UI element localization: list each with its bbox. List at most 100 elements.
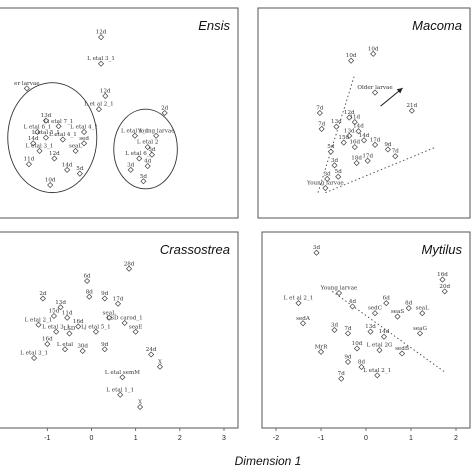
data-point bbox=[53, 328, 60, 335]
point-label: 7d bbox=[338, 371, 346, 377]
point-label: 21d bbox=[406, 103, 417, 109]
data-point bbox=[35, 321, 42, 328]
data-point bbox=[121, 319, 128, 327]
data-point bbox=[25, 161, 33, 168]
point-label: 9d bbox=[101, 291, 109, 297]
point-label: 18d bbox=[351, 156, 362, 162]
data-point bbox=[97, 60, 105, 67]
data-point bbox=[66, 330, 73, 337]
point-label: 12d bbox=[96, 30, 107, 36]
data-point bbox=[75, 323, 82, 330]
data-point bbox=[324, 175, 331, 183]
data-point bbox=[355, 128, 362, 135]
point-label: 9d bbox=[101, 342, 109, 348]
point-label: 5d bbox=[76, 166, 84, 172]
data-point bbox=[72, 147, 79, 154]
point-label: L etal 3_1 bbox=[42, 324, 70, 330]
data-point bbox=[338, 375, 345, 382]
data-point bbox=[23, 85, 30, 92]
point-label: L etal semM bbox=[105, 370, 140, 376]
data-point bbox=[322, 185, 329, 192]
point-label: 8d bbox=[86, 289, 94, 295]
data-point bbox=[148, 151, 155, 158]
point-label: 3d bbox=[324, 171, 332, 177]
data-point bbox=[367, 328, 374, 335]
point-label: 9d bbox=[384, 142, 392, 148]
point-label: 16d bbox=[437, 272, 448, 278]
point-label: seaS bbox=[391, 309, 405, 315]
data-point bbox=[119, 374, 126, 381]
point-label: 8d bbox=[358, 359, 366, 365]
point-label: 10d bbox=[45, 178, 56, 184]
point-label: 12d bbox=[49, 151, 60, 157]
point-label: seaE bbox=[129, 324, 143, 330]
point-label: 13d bbox=[344, 128, 355, 134]
data-point bbox=[131, 132, 139, 139]
point-label: L etal 1_1 bbox=[106, 387, 134, 393]
data-point bbox=[136, 155, 143, 162]
panel-title: Ensis bbox=[198, 18, 230, 33]
data-point bbox=[419, 310, 426, 317]
point-label: 13d bbox=[365, 324, 376, 330]
panel-title: Mytilus bbox=[422, 242, 463, 257]
point-label: L et al 2_1 bbox=[84, 102, 114, 108]
data-point bbox=[101, 295, 108, 302]
point-label: 7d bbox=[344, 326, 352, 332]
panel-title: Crassostrea bbox=[160, 242, 230, 257]
point-label: 16d bbox=[73, 319, 84, 325]
point-label: L etal 2_1 bbox=[363, 368, 391, 374]
data-point bbox=[331, 326, 338, 334]
data-point bbox=[51, 155, 58, 162]
data-point bbox=[76, 170, 83, 177]
point-label: 17d bbox=[370, 137, 381, 143]
data-point bbox=[360, 137, 368, 144]
point-label: L etal 4_1 bbox=[70, 124, 98, 130]
data-point bbox=[106, 314, 113, 321]
point-label: 5d bbox=[148, 147, 156, 153]
point-label: 14d bbox=[379, 329, 390, 335]
point-label: L etal 6_1 bbox=[24, 124, 52, 130]
data-point bbox=[161, 109, 168, 117]
data-point bbox=[340, 139, 347, 146]
point-label: sed bbox=[79, 136, 89, 142]
point-label: 2d bbox=[161, 106, 169, 112]
point-label: 14d bbox=[359, 133, 370, 139]
data-point bbox=[353, 345, 361, 352]
data-point bbox=[30, 140, 37, 147]
point-label: L etal 2 bbox=[137, 140, 159, 146]
point-label: 11d bbox=[24, 157, 35, 163]
trend-line bbox=[317, 74, 356, 193]
group-ellipse bbox=[7, 82, 98, 194]
point-label: 7d bbox=[318, 121, 326, 127]
data-point bbox=[47, 182, 54, 189]
data-point bbox=[42, 134, 49, 141]
x-tick-label: -2 bbox=[273, 435, 279, 442]
data-point bbox=[95, 106, 102, 113]
point-label: L etal 5_1 bbox=[32, 130, 60, 136]
point-label: L etal 6_1 bbox=[125, 151, 153, 157]
point-label: 11d bbox=[62, 310, 73, 316]
x-tick-label: 0 bbox=[364, 435, 368, 442]
point-label: 14d bbox=[62, 162, 73, 168]
point-label: sedC bbox=[368, 306, 382, 312]
data-point bbox=[344, 358, 352, 365]
point-label: seaL bbox=[416, 306, 430, 312]
point-label: 3d bbox=[331, 158, 339, 164]
data-point bbox=[384, 146, 391, 153]
point-label: L etal bbox=[57, 342, 73, 348]
point-label: 10d bbox=[352, 341, 363, 347]
point-label: 15d bbox=[49, 309, 60, 315]
data-point bbox=[81, 140, 88, 147]
point-label: 7d bbox=[316, 106, 324, 112]
data-point bbox=[371, 310, 379, 317]
point-label: L etal 3_1 bbox=[26, 143, 54, 149]
point-label: 14d bbox=[353, 124, 364, 130]
point-label: X bbox=[138, 400, 142, 406]
data-point bbox=[44, 340, 51, 348]
data-point bbox=[316, 109, 323, 117]
point-label: MrR bbox=[315, 344, 328, 350]
data-point bbox=[346, 114, 353, 121]
data-point bbox=[64, 314, 71, 321]
data-point bbox=[394, 313, 401, 320]
